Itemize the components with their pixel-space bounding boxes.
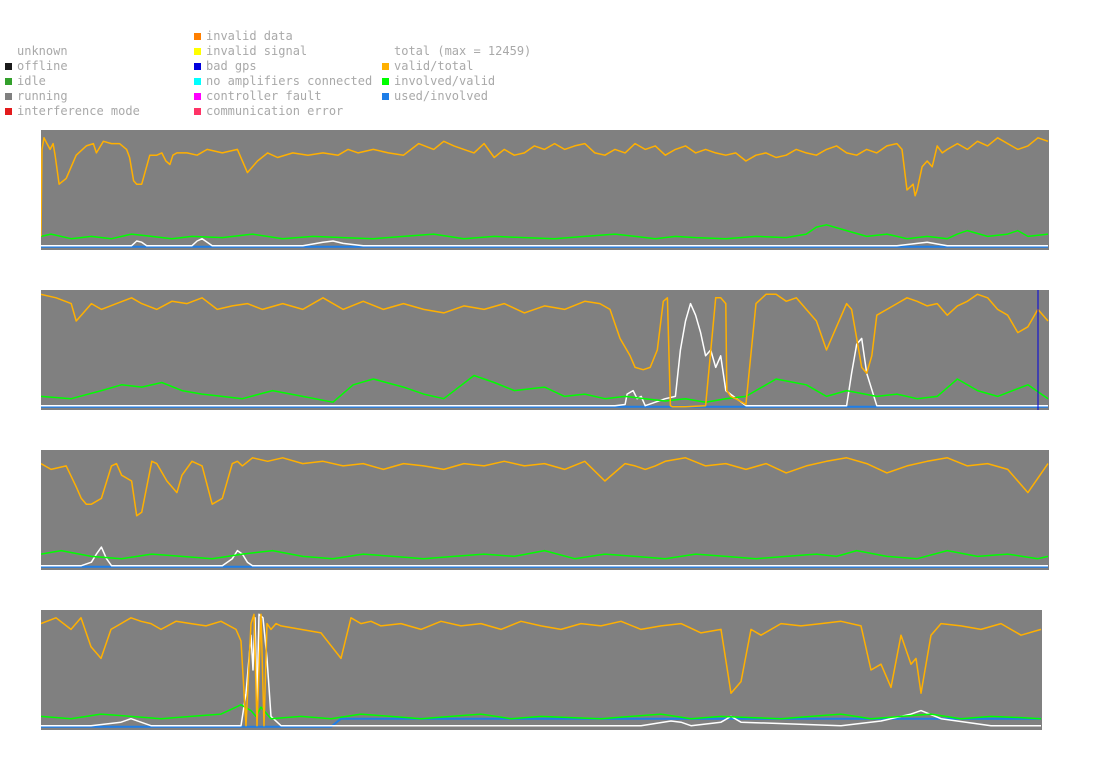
legend-swatch: [194, 63, 201, 70]
legend-item: running: [5, 89, 205, 104]
legend-label: idle: [17, 74, 46, 88]
legend: unknown offline idle running interference mo…: [0, 0, 1095, 125]
series-involved-valid-line: [41, 374, 1049, 403]
legend-swatch: [5, 78, 12, 85]
legend-swatch: [382, 78, 389, 85]
legend-swatch: [382, 48, 389, 55]
legend-label: used/involved: [394, 89, 488, 103]
legend-swatch: [194, 78, 201, 85]
series-total-line: [41, 546, 1048, 567]
legend-item: used/involved: [382, 89, 582, 104]
legend-label: running: [17, 89, 68, 103]
legend-label: unknown: [17, 44, 68, 58]
legend-item: offline: [5, 59, 205, 74]
legend-label: invalid data: [206, 29, 293, 43]
legend-item: involved/valid: [382, 74, 582, 89]
legend-label: invalid signal: [206, 44, 308, 58]
legend-item: controller fault: [194, 89, 394, 104]
legend-item: bad gps: [194, 59, 394, 74]
legend-item: idle: [5, 74, 205, 89]
legend-swatch: [382, 63, 389, 70]
legend-item: communication error: [194, 104, 394, 119]
chart-svg: [41, 137, 1049, 248]
series-involved-valid-line: [41, 549, 1049, 560]
legend-swatch: [194, 108, 201, 115]
legend-label: bad gps: [206, 59, 257, 73]
chart-strip-4: [41, 610, 1042, 730]
legend-label: communication error: [206, 104, 344, 118]
series-valid-total-line: [41, 293, 1049, 408]
legend-item: invalid data: [194, 29, 394, 44]
chart-strip-2: [41, 290, 1049, 410]
chart-strip-3: [41, 450, 1049, 570]
legend-item: no amplifiers connected: [194, 74, 394, 89]
legend-swatch: [194, 48, 201, 55]
series-involved-valid-line: [41, 224, 1049, 240]
series-valid-total-line: [41, 137, 1049, 237]
series-valid-total-line: [41, 457, 1049, 517]
legend-item: interference mode: [5, 104, 205, 119]
series-valid-total-line: [41, 613, 1042, 727]
series-total-line: [41, 237, 1048, 247]
legend-swatch: [382, 93, 389, 100]
series-total-line: [41, 302, 1048, 407]
legend-swatch: [194, 33, 201, 40]
legend-swatch: [194, 93, 201, 100]
legend-label: offline: [17, 59, 68, 73]
legend-swatch: [5, 93, 12, 100]
legend-label: controller fault: [206, 89, 322, 103]
legend-swatch: [5, 108, 12, 115]
legend-item: invalid signal: [194, 44, 394, 59]
chart-svg: [41, 613, 1042, 728]
legend-item: valid/total: [382, 59, 582, 74]
legend-swatch: [5, 48, 12, 55]
chart-svg: [41, 457, 1049, 568]
legend-label: involved/valid: [394, 74, 496, 88]
legend-swatch: [5, 63, 12, 70]
legend-label: no amplifiers connected: [206, 74, 373, 88]
series-total-line: [41, 613, 1041, 727]
legend-label: valid/total: [394, 59, 474, 73]
series-involved-valid-line: [41, 704, 1042, 720]
legend-label: interference mode: [17, 104, 140, 118]
chart-svg: [41, 290, 1049, 410]
legend-label: total (max = 12459): [394, 44, 532, 58]
chart-strip-1: [41, 130, 1049, 250]
legend-item: total (max = 12459): [382, 44, 582, 59]
legend-item: unknown: [5, 44, 205, 59]
